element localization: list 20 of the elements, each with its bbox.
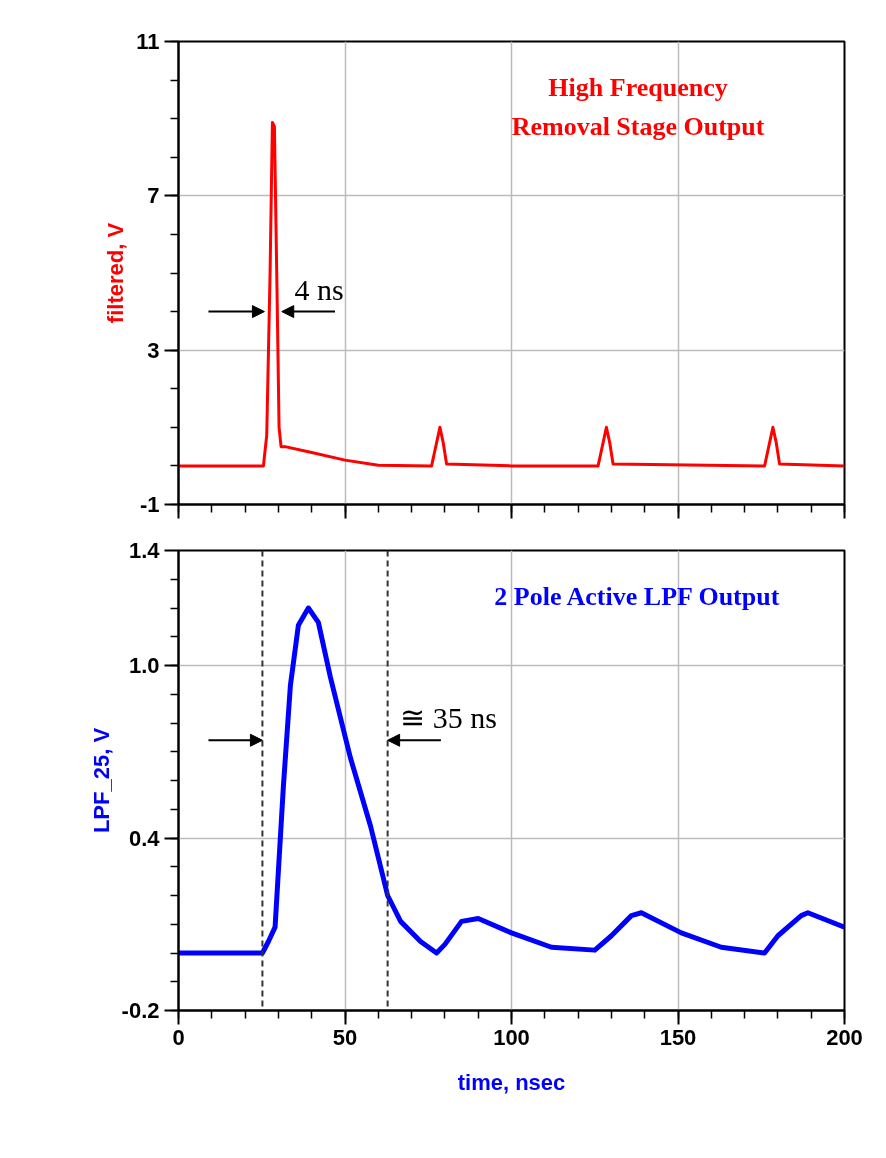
y-tick-label: 7 <box>147 183 160 209</box>
y-tick-label: -1 <box>139 492 160 517</box>
x-axis-title: time, nsec <box>457 1069 566 1095</box>
x-tick-label: 200 <box>826 1024 863 1050</box>
y-tick-label: -0.2 <box>121 998 160 1023</box>
text: High Frequency Removal Stage Output <box>511 73 765 141</box>
x-tick-label: 100 <box>493 1024 530 1050</box>
y-tick-label: 11 <box>136 29 160 54</box>
x-tick-label: 0 <box>172 1024 185 1050</box>
x-tick-label: 150 <box>659 1024 697 1050</box>
y-axis-title: LPF_25, V <box>88 727 114 834</box>
x-tick-label: 50 <box>332 1024 358 1050</box>
y-tick-label: 1.4 <box>128 538 161 563</box>
y-axis-title: filtered, V <box>103 222 129 324</box>
y-tick-label: 3 <box>147 337 160 363</box>
y-tick-label: 1.0 <box>128 653 160 678</box>
annotation: 4 ns <box>294 272 344 306</box>
y-tick-label: 0.4 <box>128 825 161 851</box>
annotation: ≅ 35 ns <box>400 701 497 735</box>
text: 2 Pole Active LPF Output <box>494 582 780 611</box>
